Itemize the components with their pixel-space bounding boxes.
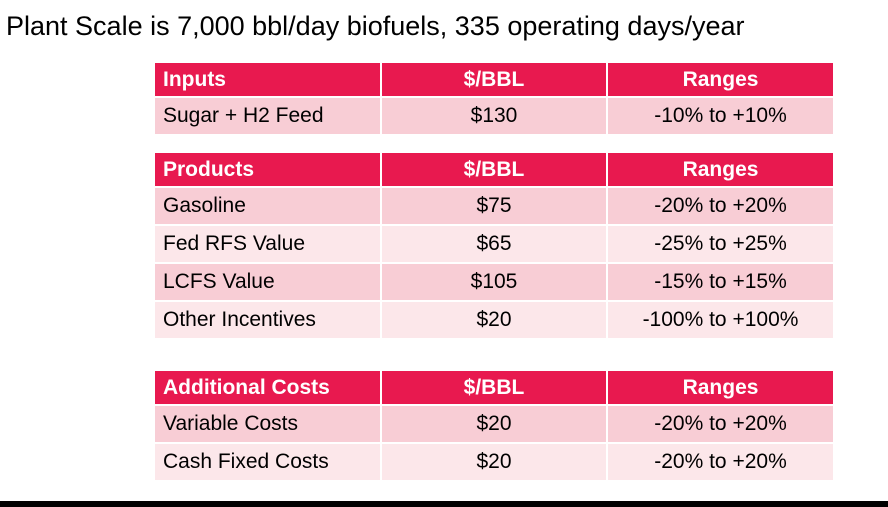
table-row: Gasoline $75 -20% to +20%	[155, 186, 833, 225]
additional-costs-table: Additional Costs $/BBL Ranges Variable C…	[155, 371, 833, 480]
column-header-price: $/BBL	[381, 63, 608, 97]
row-label: Fed RFS Value	[155, 224, 382, 263]
table-header-row: Products $/BBL Ranges	[155, 153, 833, 187]
column-header-ranges: Ranges	[607, 371, 833, 405]
row-price: $20	[381, 404, 608, 443]
row-price: $130	[381, 96, 608, 134]
row-label: Other Incentives	[155, 300, 382, 338]
table-header-row: Additional Costs $/BBL Ranges	[155, 371, 833, 405]
row-range: -20% to +20%	[607, 404, 833, 443]
row-price: $20	[381, 442, 608, 480]
inputs-table: Inputs $/BBL Ranges Sugar + H2 Feed $130…	[155, 63, 833, 134]
bottom-divider	[0, 501, 888, 507]
column-header-price: $/BBL	[381, 153, 608, 187]
products-table: Products $/BBL Ranges Gasoline $75 -20% …	[155, 153, 833, 338]
row-price: $65	[381, 224, 608, 263]
row-range: -15% to +15%	[607, 262, 833, 301]
row-price: $20	[381, 300, 608, 338]
table-row: Sugar + H2 Feed $130 -10% to +10%	[155, 96, 833, 134]
row-range: -20% to +20%	[607, 442, 833, 480]
row-label: Sugar + H2 Feed	[155, 96, 382, 134]
column-header-ranges: Ranges	[607, 153, 833, 187]
column-header-ranges: Ranges	[607, 63, 833, 97]
row-label: LCFS Value	[155, 262, 382, 301]
row-range: -10% to +10%	[607, 96, 833, 134]
table-row: Cash Fixed Costs $20 -20% to +20%	[155, 442, 833, 480]
row-price: $75	[381, 186, 608, 225]
row-price: $105	[381, 262, 608, 301]
slide-title: Plant Scale is 7,000 bbl/day biofuels, 3…	[6, 11, 745, 41]
column-header-category: Products	[155, 153, 382, 187]
row-range: -20% to +20%	[607, 186, 833, 225]
row-label: Cash Fixed Costs	[155, 442, 382, 480]
table-row: Other Incentives $20 -100% to +100%	[155, 300, 833, 338]
table-header-row: Inputs $/BBL Ranges	[155, 63, 833, 97]
table-row: Fed RFS Value $65 -25% to +25%	[155, 224, 833, 263]
row-range: -25% to +25%	[607, 224, 833, 263]
column-header-category: Inputs	[155, 63, 382, 97]
row-label: Gasoline	[155, 186, 382, 225]
table-row: Variable Costs $20 -20% to +20%	[155, 404, 833, 443]
column-header-price: $/BBL	[381, 371, 608, 405]
row-range: -100% to +100%	[607, 300, 833, 338]
row-label: Variable Costs	[155, 404, 382, 443]
column-header-category: Additional Costs	[155, 371, 382, 405]
table-row: LCFS Value $105 -15% to +15%	[155, 262, 833, 301]
